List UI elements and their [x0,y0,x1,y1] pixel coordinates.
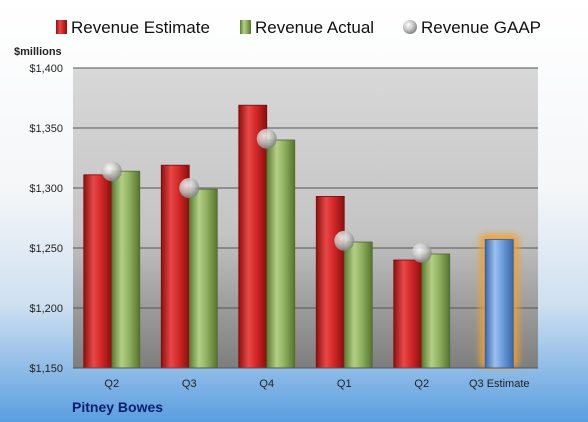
x-tick-label: Q2 [414,378,429,390]
legend-marker-revenue-gaap [403,20,417,34]
x-tick-label: Q3 Estimate [469,378,530,390]
bar-revenue-estimate [393,259,423,369]
x-tick-label: Q4 [259,378,274,390]
gaap-markers [101,128,432,263]
bar-revenue-actual [266,139,296,369]
y-tick-label: $1,200 [29,303,63,315]
company-name: Pitney Bowes [72,399,163,415]
legend-label-revenue-gaap: Revenue GAAP [421,18,541,37]
plot-area [73,68,538,368]
bar-revenue-estimate [83,174,113,369]
unit-label: $millions [14,46,62,58]
y-tick-label: $1,350 [29,123,63,135]
marker-revenue-gaap [256,128,277,149]
bar-revenue-estimate [315,195,345,369]
bar-revenue-actual [188,188,218,369]
x-axis: Q2 Q3 Q4 Q1 Q2 Q3 Estimate [104,378,529,390]
y-tick-label: $1,400 [29,63,63,75]
gridlines [73,67,538,309]
bars [83,104,520,369]
bar-revenue-estimate [238,104,268,369]
legend-swatch-revenue-actual [240,20,251,34]
marker-revenue-gaap [179,178,200,198]
legend-swatch-revenue-estimate [56,20,67,34]
marker-revenue-gaap [334,230,355,251]
bar-revenue-actual [111,170,141,369]
y-tick-label: $1,300 [29,183,63,195]
x-tick-label: Q1 [337,378,352,390]
x-tick-label: Q2 [104,378,119,390]
marker-revenue-gaap [411,242,432,263]
y-axis: $1,150 $1,200 $1,250 $1,300 $1,350 $1,400 [29,63,63,375]
legend: Revenue Estimate Revenue Actual Revenue … [56,18,541,37]
bar-revenue-actual [343,241,373,369]
bar-revenue-actual [421,253,451,369]
marker-revenue-gaap [101,161,122,182]
legend-label-revenue-estimate: Revenue Estimate [71,18,210,37]
bar-q3-estimate [484,239,514,369]
legend-label-revenue-actual: Revenue Actual [255,18,374,37]
y-tick-label: $1,250 [29,243,63,255]
y-tick-label: $1,150 [29,363,63,375]
x-tick-label: Q3 [182,378,197,390]
